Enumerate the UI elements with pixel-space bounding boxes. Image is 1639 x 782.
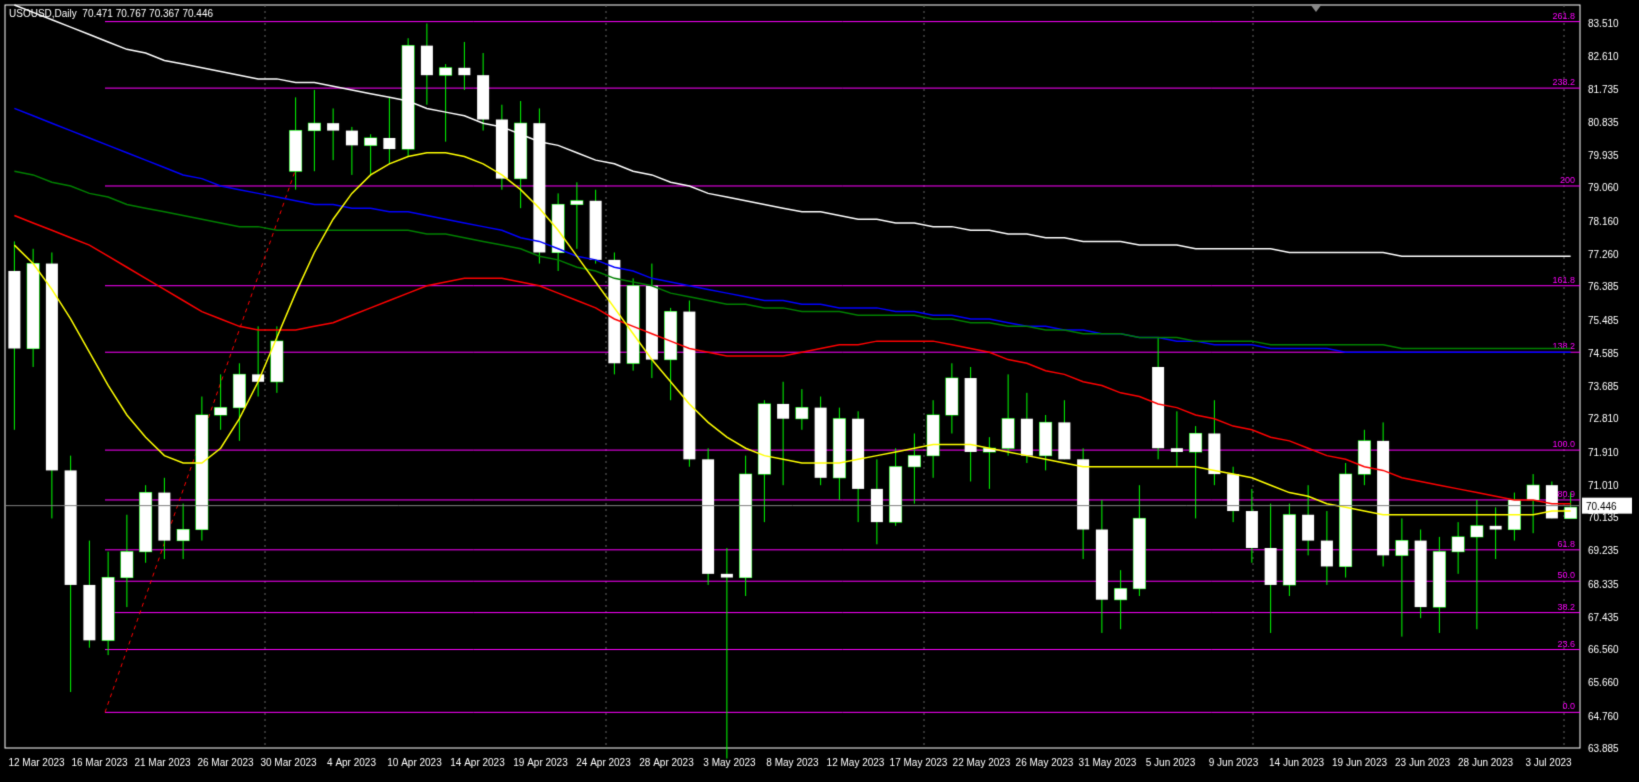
candlestick-chart[interactable] [0, 0, 1639, 782]
chart-container[interactable]: USOUSD,Daily 70.471 70.767 70.367 70.446 [0, 0, 1639, 782]
